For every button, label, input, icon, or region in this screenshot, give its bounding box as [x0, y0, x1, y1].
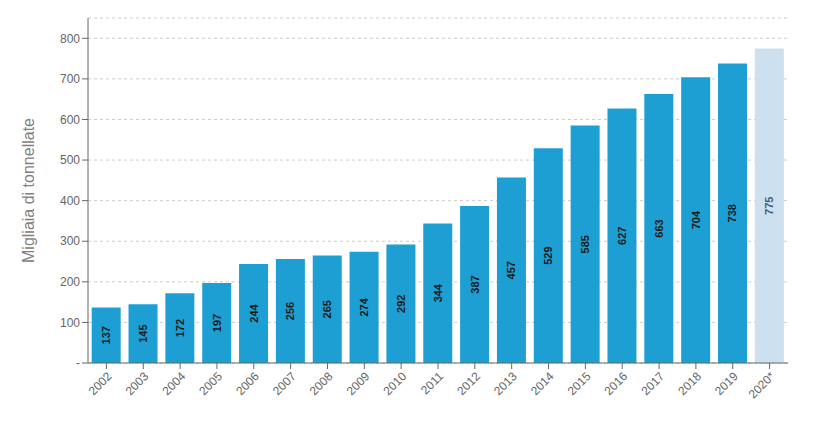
svg-text:663: 663: [653, 219, 665, 237]
svg-text:292: 292: [395, 295, 407, 313]
svg-text:700: 700: [60, 72, 80, 86]
svg-text:2003: 2003: [123, 369, 152, 398]
svg-text:145: 145: [137, 324, 149, 342]
svg-text:2005: 2005: [196, 369, 225, 398]
svg-text:137: 137: [100, 326, 112, 344]
svg-text:2007: 2007: [270, 369, 299, 398]
svg-text:775: 775: [763, 197, 775, 215]
svg-text:704: 704: [690, 210, 702, 229]
svg-text:Migliaia di tonnellate: Migliaia di tonnellate: [20, 118, 37, 263]
svg-text:344: 344: [432, 283, 444, 302]
svg-text:2009: 2009: [344, 369, 373, 398]
svg-text:256: 256: [284, 302, 296, 320]
svg-text:2013: 2013: [491, 369, 520, 398]
svg-text:274: 274: [358, 297, 370, 316]
svg-text:800: 800: [60, 32, 80, 46]
svg-text:457: 457: [505, 261, 517, 279]
svg-text:2016: 2016: [602, 369, 631, 398]
svg-text:2017: 2017: [638, 369, 667, 398]
svg-text:300: 300: [60, 234, 80, 248]
svg-text:585: 585: [579, 235, 591, 253]
svg-text:2002: 2002: [86, 369, 115, 398]
svg-text:244: 244: [248, 303, 260, 322]
svg-text:2020*: 2020*: [746, 369, 778, 401]
svg-text:627: 627: [616, 227, 628, 245]
svg-text:529: 529: [542, 246, 554, 264]
svg-text:738: 738: [727, 204, 739, 222]
svg-text:2014: 2014: [528, 369, 557, 398]
svg-text:2010: 2010: [381, 369, 410, 398]
svg-text:2018: 2018: [675, 369, 704, 398]
svg-text:197: 197: [211, 314, 223, 332]
svg-text:172: 172: [174, 319, 186, 337]
svg-text:2015: 2015: [565, 369, 594, 398]
svg-text:-: -: [76, 356, 80, 370]
svg-text:600: 600: [60, 113, 80, 127]
svg-text:2012: 2012: [454, 369, 483, 398]
svg-text:100: 100: [60, 316, 80, 330]
svg-text:2004: 2004: [159, 369, 188, 398]
svg-text:400: 400: [60, 194, 80, 208]
svg-text:200: 200: [60, 275, 80, 289]
svg-text:265: 265: [321, 300, 333, 318]
svg-text:500: 500: [60, 153, 80, 167]
svg-text:2006: 2006: [233, 369, 262, 398]
svg-text:2011: 2011: [418, 369, 446, 397]
svg-text:387: 387: [469, 275, 481, 293]
svg-text:2008: 2008: [307, 369, 336, 398]
svg-text:2019: 2019: [712, 369, 741, 398]
